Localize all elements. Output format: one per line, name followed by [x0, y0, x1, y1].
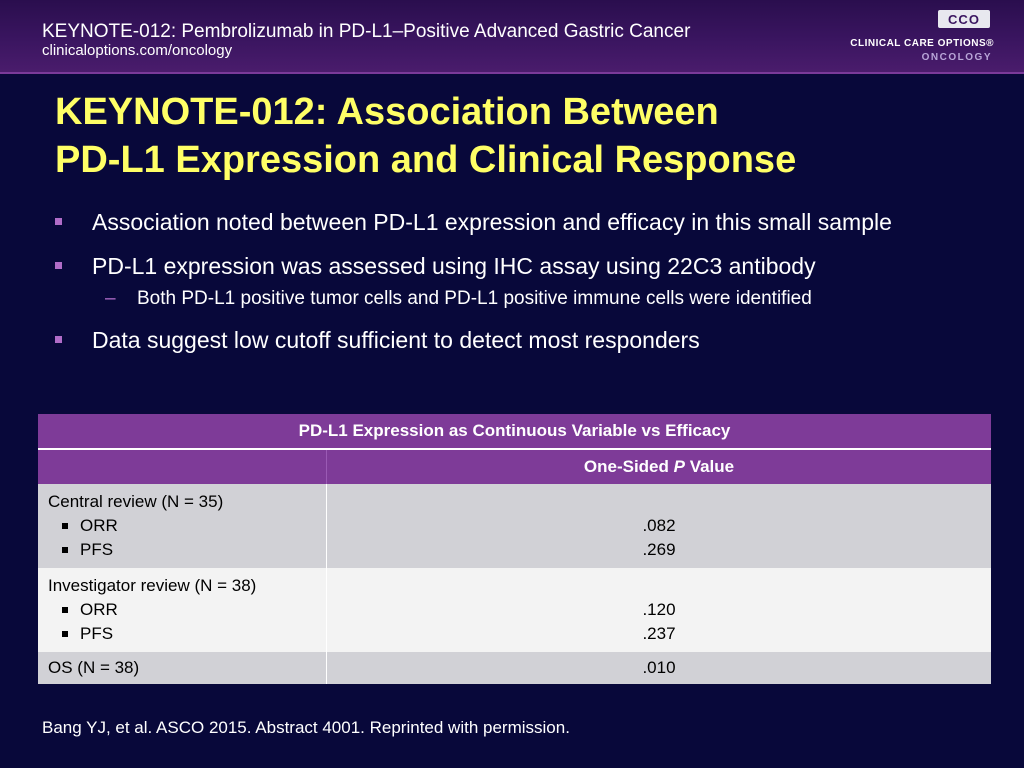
logo-text-oncology: ONCOLOGY [921, 52, 992, 63]
bullet-item: PD-L1 expression was assessed using IHC … [55, 252, 955, 280]
table-row: Central review (N = 35) ORR PFS .082 .26… [38, 484, 991, 568]
efficacy-table: PD-L1 Expression as Continuous Variable … [38, 414, 991, 684]
bullet-square-icon [55, 218, 62, 225]
table-title-row: PD-L1 Expression as Continuous Variable … [38, 414, 991, 450]
bullet-square-icon [55, 336, 62, 343]
square-bullet-icon [62, 607, 68, 613]
header-divider [0, 72, 1024, 74]
dash-icon: – [105, 288, 116, 309]
square-bullet-icon [62, 547, 68, 553]
slide-title: KEYNOTE-012: Association Between PD-L1 E… [55, 88, 995, 184]
row-label: Central review (N = 35) [48, 492, 224, 511]
header-band [0, 0, 1024, 72]
bullet-list: Association noted between PD-L1 expressi… [55, 208, 955, 354]
p-value-cell: .082 .269 [326, 484, 991, 568]
table-header-blank [38, 449, 327, 484]
p-value-cell: .120 .237 [326, 568, 991, 652]
p-value: .237 [642, 624, 676, 643]
bullet-text: Data suggest low cutoff sufficient to de… [92, 327, 700, 353]
row-label-cell: Central review (N = 35) ORR PFS [38, 484, 327, 568]
slide-title-line-2: PD-L1 Expression and Clinical Response [55, 139, 797, 181]
row-label-cell: Investigator review (N = 38) ORR PFS [38, 568, 327, 652]
square-bullet-icon [62, 523, 68, 529]
bullet-text: PD-L1 expression was assessed using IHC … [92, 253, 816, 279]
bullet-item: Data suggest low cutoff sufficient to de… [55, 326, 955, 354]
p-value: .082 [642, 516, 676, 535]
list-item: PFS [48, 622, 316, 646]
list-item: ORR [48, 598, 316, 622]
table-row: Investigator review (N = 38) ORR PFS .12… [38, 568, 991, 652]
table-header-row: One-Sided P Value [38, 449, 991, 484]
sub-bullet-text: Both PD-L1 positive tumor cells and PD-L… [137, 288, 812, 309]
list-item: PFS [48, 538, 316, 562]
logo-text-clinical-care-options: CLINICAL CARE OPTIONS® [850, 38, 994, 49]
row-label-cell: OS (N = 38) [38, 652, 327, 684]
bullet-square-icon [55, 262, 62, 269]
sub-bullet-item: – Both PD-L1 positive tumor cells and PD… [55, 286, 955, 312]
column-header-p-value: One-Sided P Value [326, 449, 991, 484]
table-row: OS (N = 38) .010 [38, 652, 991, 684]
footnote-citation: Bang YJ, et al. ASCO 2015. Abstract 4001… [42, 718, 570, 737]
p-value: .120 [642, 600, 676, 619]
bullet-item: Association noted between PD-L1 expressi… [55, 208, 955, 236]
list-item: ORR [48, 514, 316, 538]
p-value: .269 [642, 540, 676, 559]
slide-title-line-1: KEYNOTE-012: Association Between [55, 91, 719, 133]
bullet-text: Association noted between PD-L1 expressi… [92, 209, 892, 235]
table-title: PD-L1 Expression as Continuous Variable … [38, 414, 991, 450]
row-label: Investigator review (N = 38) [48, 576, 257, 595]
header-url: clinicaloptions.com/oncology [42, 42, 233, 59]
square-bullet-icon [62, 631, 68, 637]
cco-logo-icon: CCO [938, 10, 990, 28]
header-title: KEYNOTE-012: Pembrolizumab in PD-L1–Posi… [42, 21, 691, 42]
p-value-cell: .010 [326, 652, 991, 684]
